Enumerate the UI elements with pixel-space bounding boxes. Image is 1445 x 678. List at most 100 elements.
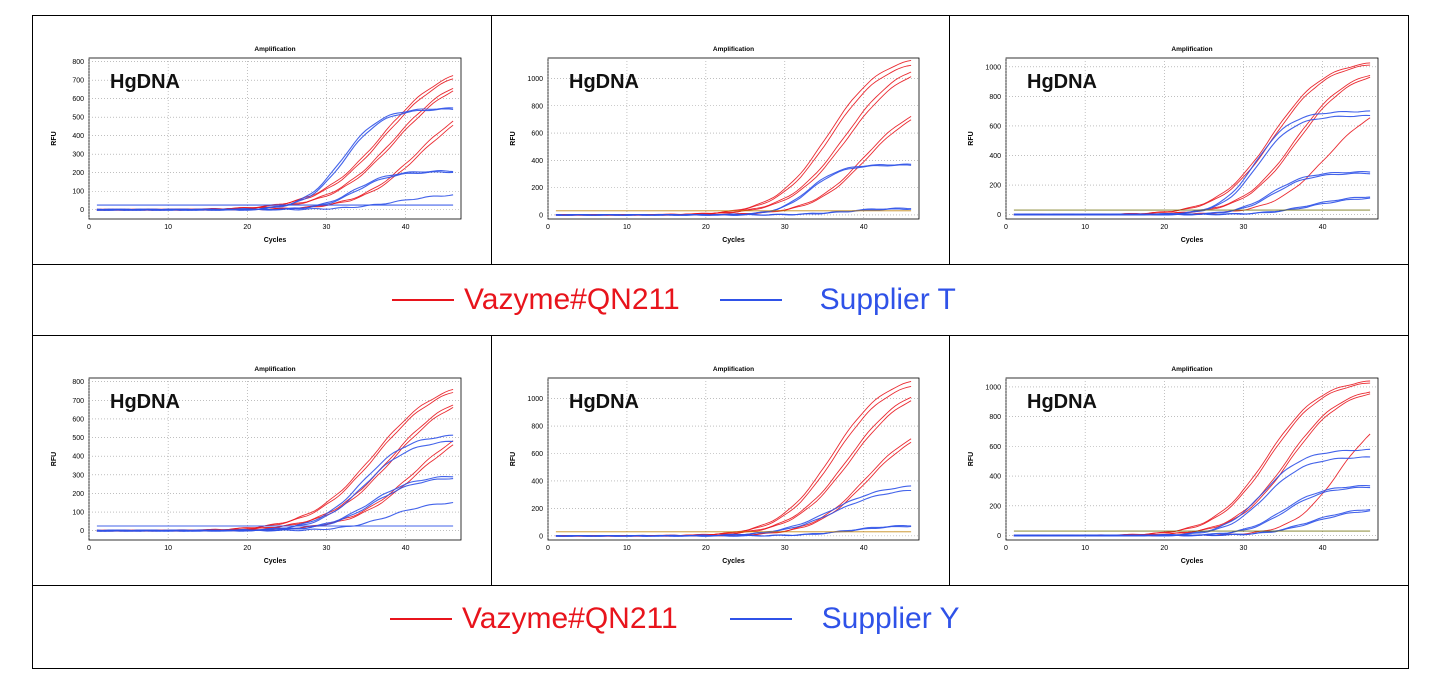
y-tick-label: 1000: [985, 384, 1001, 391]
x-tick-label: 40: [402, 224, 410, 231]
vazyme-legend-label: Vazyme#QN211: [462, 601, 678, 635]
y-tick-label: 1000: [527, 396, 543, 403]
x-tick-label: 20: [243, 224, 251, 231]
chart-cell-1: 0 100 200 300 400 500 600 700 800 0 10 20 30 40 Amplif…: [33, 16, 492, 264]
chart-title: Amplification: [713, 46, 754, 53]
y-tick-label: 100: [72, 510, 84, 517]
x-tick-label: 10: [623, 545, 631, 552]
y-tick-label: 800: [531, 103, 543, 110]
amplification-chart-1: 0 100 200 300 400 500 600 700 800 0 10 20 30 40 Amplif…: [51, 46, 462, 244]
vazyme-legend-swatch: [390, 617, 452, 620]
y-tick-label: 0: [80, 207, 84, 214]
x-tick-label: 10: [164, 545, 172, 552]
x-tick-label: 30: [323, 545, 331, 552]
x-tick-label: 0: [546, 224, 550, 231]
x-axis-label: Cycles: [1181, 558, 1204, 565]
x-tick-label: 20: [1160, 545, 1168, 552]
y-tick-label: 400: [531, 478, 543, 485]
chart-cell-2: 0 200 400 600 800 1000 0 10 20 30 40 Amplification C…: [492, 16, 950, 264]
y-tick-label: 1000: [985, 64, 1001, 71]
x-tick-label: 0: [1004, 545, 1008, 552]
chart-cell-4: 0 100 200 300 400 500 600 700 800 0 10 20 30 40 Amplif…: [33, 336, 492, 585]
plot-area: [1005, 57, 1379, 220]
y-tick-label: 800: [531, 424, 543, 431]
chart-cell-5: 0 200 400 600 800 1000 0 10 20 30 40 Amplification C…: [492, 336, 950, 585]
x-tick-label: 0: [546, 545, 550, 552]
y-tick-label: 0: [997, 212, 1001, 219]
y-tick-label: 200: [989, 183, 1001, 190]
y-tick-label: 0: [80, 528, 84, 535]
x-tick-label: 20: [702, 545, 710, 552]
y-tick-label: 100: [72, 189, 84, 196]
legend-bottom: Vazyme#QN211 Supplier Y: [390, 577, 960, 660]
x-tick-label: 30: [781, 545, 789, 552]
annotation-hgdna: HgDNA: [1027, 71, 1097, 93]
amplification-chart-6: 0 200 400 600 800 1000 0 10 20 30 40 Amplification C…: [968, 366, 1379, 565]
chart-title: Amplification: [1171, 366, 1212, 373]
y-axis-label: RFU: [51, 452, 58, 466]
y-tick-label: 200: [72, 491, 84, 498]
x-tick-label: 20: [702, 224, 710, 231]
x-axis-label: Cycles: [264, 237, 287, 244]
y-tick-label: 600: [531, 451, 543, 458]
supplier-y-legend-label: Supplier Y: [821, 601, 960, 635]
plot-area: [1005, 377, 1379, 541]
x-axis-label: Cycles: [722, 237, 745, 244]
curve-supplier: [96, 194, 454, 211]
x-tick-label: 10: [164, 224, 172, 231]
x-tick-label: 0: [87, 545, 91, 552]
annotation-hgdna: HgDNA: [110, 71, 180, 93]
legend-row-bottom: Vazyme#QN211 Supplier Y: [33, 585, 1408, 668]
x-tick-label: 30: [323, 224, 331, 231]
x-tick-label: 30: [1240, 224, 1248, 231]
y-tick-label: 1000: [527, 76, 543, 83]
x-tick-label: 40: [402, 545, 410, 552]
chart-title: Amplification: [713, 366, 754, 373]
y-tick-label: 200: [531, 185, 543, 192]
amplification-chart-5: 0 200 400 600 800 1000 0 10 20 30 40 Amplification C…: [510, 366, 920, 565]
chart-row-top: 0 100 200 300 400 500 600 700 800 0 10 20 30 40 Amplif…: [33, 16, 1408, 265]
y-tick-label: 500: [72, 115, 84, 122]
y-tick-label: 700: [72, 78, 84, 85]
y-tick-label: 300: [72, 152, 84, 159]
plot-area: [547, 57, 920, 220]
chart-cell-3: 0 200 400 600 800 1000 0 10 20 30 40 Amplification C…: [950, 16, 1408, 264]
chart-title: Amplification: [1171, 46, 1212, 53]
y-tick-label: 200: [989, 503, 1001, 510]
curve-supplier: [555, 208, 912, 216]
chart-row-bottom: 0 100 200 300 400 500 600 700 800 0 10 20 30 40 Amplif…: [33, 336, 1408, 586]
x-tick-label: 20: [1160, 224, 1168, 231]
vazyme-legend-label: Vazyme#QN211: [464, 282, 680, 316]
annotation-hgdna: HgDNA: [1027, 391, 1097, 413]
comparison-table: 0 100 200 300 400 500 600 700 800 0 10 20 30 40 Amplif…: [32, 15, 1409, 669]
y-axis-label: RFU: [968, 131, 975, 145]
amplification-chart-2: 0 200 400 600 800 1000 0 10 20 30 40 Amplification C…: [510, 46, 920, 244]
x-tick-label: 0: [1004, 224, 1008, 231]
y-tick-label: 800: [989, 414, 1001, 421]
y-tick-label: 400: [72, 454, 84, 461]
supplier-t-legend-label: Supplier T: [819, 282, 956, 316]
curve-supplier: [555, 525, 912, 537]
x-tick-label: 10: [1081, 545, 1089, 552]
x-tick-label: 40: [1319, 224, 1327, 231]
x-tick-label: 40: [860, 224, 868, 231]
y-tick-label: 600: [989, 123, 1001, 130]
x-tick-label: 10: [623, 224, 631, 231]
x-axis-label: Cycles: [264, 558, 287, 565]
y-tick-label: 800: [72, 59, 84, 66]
plot-area: [88, 377, 462, 541]
x-tick-label: 20: [243, 545, 251, 552]
curve-supplier: [1013, 197, 1371, 216]
x-tick-label: 30: [1240, 545, 1248, 552]
curve-supplier: [1013, 510, 1371, 537]
vazyme-legend-swatch: [392, 298, 454, 301]
y-tick-label: 600: [72, 96, 84, 103]
chart-cell-6: 0 200 400 600 800 1000 0 10 20 30 40 Amplification C…: [950, 336, 1408, 585]
y-tick-label: 0: [539, 212, 543, 219]
y-tick-label: 400: [989, 474, 1001, 481]
plot-area: [88, 57, 462, 220]
y-tick-label: 600: [531, 131, 543, 138]
annotation-hgdna: HgDNA: [569, 71, 639, 93]
curve-supplier: [96, 501, 454, 532]
x-tick-label: 30: [781, 224, 789, 231]
